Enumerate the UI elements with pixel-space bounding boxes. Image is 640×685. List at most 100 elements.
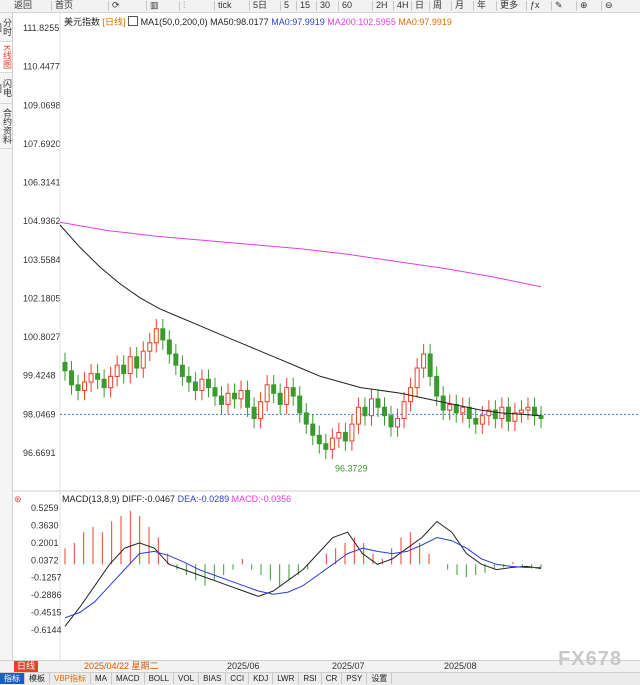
- candle-body: [440, 395, 446, 411]
- macd-tick-label: 0.0372: [31, 555, 59, 565]
- price-tick-label: 111.8255: [23, 23, 59, 33]
- price-tick-label: 99.4248: [23, 371, 56, 381]
- candle-body: [297, 395, 303, 414]
- candle-body: [466, 406, 472, 419]
- ma0-value-b: MA0:97.9919: [398, 17, 452, 27]
- candle-body: [212, 387, 218, 397]
- candle-icon[interactable]: ⫶: [183, 0, 186, 10]
- tab-cr[interactable]: CR: [322, 673, 343, 684]
- candle-body: [82, 381, 88, 391]
- month-label-jul: 2025/07: [332, 661, 365, 671]
- tab-template[interactable]: 模板: [25, 673, 50, 684]
- candle-body: [492, 409, 498, 419]
- tab-settings[interactable]: 设置: [367, 673, 393, 684]
- candle-body: [153, 328, 159, 344]
- ma50-line: [59, 224, 542, 417]
- ma1-label: MA1(50,0,200,0): [140, 17, 208, 27]
- sidebar-item-contract[interactable]: 合约资料: [0, 104, 12, 149]
- tab-macd[interactable]: MACD: [112, 673, 145, 684]
- formula-icon[interactable]: ƒx: [530, 0, 540, 10]
- toolbar-separator: [214, 1, 215, 11]
- period-week[interactable]: 周: [433, 0, 443, 10]
- tab-vbp[interactable]: VBP指标: [50, 673, 92, 684]
- candle-body: [160, 328, 166, 341]
- toolbar-separator: [338, 1, 339, 11]
- period-5[interactable]: 5: [284, 0, 290, 10]
- candle-body: [186, 375, 192, 383]
- candle-body: [232, 392, 238, 400]
- toolbar-separator: [429, 1, 430, 11]
- ma-settings-icon[interactable]: [128, 16, 139, 26]
- candle-body: [147, 342, 153, 352]
- candle-body: [518, 409, 524, 414]
- period-15[interactable]: 15: [300, 0, 311, 10]
- toolbar-separator: [179, 1, 180, 11]
- zoom-out-icon[interactable]: ⊖: [605, 0, 613, 10]
- sidebar-item-flash[interactable]: 闪电图: [0, 73, 12, 104]
- candle-body: [316, 434, 322, 445]
- sidebar-item-kline[interactable]: K线图: [0, 42, 12, 73]
- candle-body: [421, 353, 427, 369]
- symbol-name: 美元指数: [64, 17, 101, 27]
- candle-body: [101, 378, 107, 389]
- candle-body: [368, 398, 374, 417]
- home-button[interactable]: 首页: [55, 0, 74, 10]
- back-button[interactable]: 返回: [14, 0, 33, 10]
- candle-body: [355, 406, 361, 425]
- candle-body: [460, 406, 466, 414]
- tab-kdj[interactable]: KDJ: [249, 673, 274, 684]
- watermark-logo: FX678: [558, 648, 622, 670]
- more-button[interactable]: 更多: [500, 0, 519, 10]
- candle-body: [205, 378, 211, 389]
- period-60[interactable]: 60: [342, 0, 353, 10]
- zoom-in-icon[interactable]: ⊕: [580, 0, 588, 10]
- candlestick-chart[interactable]: 111.8255 110.4477 109.0698 107.6920 106.3141…: [13, 13, 640, 663]
- macd-settings-icon[interactable]: ⊛: [14, 494, 22, 504]
- candle-body: [349, 423, 355, 442]
- cursor-date: 2025/04/22 星期二: [84, 661, 159, 671]
- 5day-button[interactable]: 5日: [253, 0, 268, 10]
- candle-body: [447, 403, 453, 411]
- period-4h[interactable]: 4H: [397, 0, 409, 10]
- macd-diff: DIFF:-0.0467: [122, 494, 176, 504]
- period-2h[interactable]: 2H: [376, 0, 388, 10]
- month-label-jun: 2025/06: [227, 661, 260, 671]
- tab-vol[interactable]: VOL: [174, 673, 200, 684]
- candle-body: [75, 384, 81, 391]
- tab-bias[interactable]: BIAS: [199, 673, 227, 684]
- daily-tab[interactable]: 日线: [14, 661, 39, 672]
- candle-body: [134, 356, 140, 369]
- ma200-line: [59, 221, 542, 288]
- tick-button[interactable]: tick: [218, 0, 232, 10]
- indicator-icon[interactable]: ▥: [150, 0, 159, 10]
- candle-body: [375, 398, 381, 408]
- refresh-icon[interactable]: ⟳: [112, 0, 120, 10]
- tab-ma[interactable]: MA: [91, 673, 113, 684]
- price-tick-label: 103.5584: [23, 255, 61, 265]
- toolbar-separator: [249, 1, 250, 11]
- candle-body: [336, 432, 342, 439]
- toolbar-separator: [411, 1, 412, 11]
- tab-indicator[interactable]: 指标: [0, 673, 25, 684]
- period-year[interactable]: 年: [477, 0, 487, 10]
- time-axis: 日线 2025/04/22 星期二 2025/06 2025/07 2025/0…: [0, 660, 640, 673]
- toolbar-separator: [473, 1, 474, 11]
- tab-psy[interactable]: PSY: [342, 673, 368, 684]
- toolbar-separator: [280, 1, 281, 11]
- ma0-value-a: MA0:97.9919: [271, 17, 325, 27]
- draw-icon[interactable]: ✎: [555, 0, 563, 10]
- toolbar-separator: [576, 1, 577, 11]
- ma200-value: MA200:102.5955: [327, 17, 396, 27]
- tab-boll[interactable]: BOLL: [145, 673, 175, 684]
- toolbar-separator: [108, 1, 109, 11]
- candle-body: [127, 356, 133, 375]
- period-month[interactable]: 月: [455, 0, 465, 10]
- candle-body: [401, 401, 407, 419]
- sidebar-item-timeshare[interactable]: 分时图: [0, 13, 12, 42]
- period-day[interactable]: 日: [415, 0, 425, 10]
- tab-cci[interactable]: CCI: [226, 673, 250, 684]
- candle-body: [245, 389, 251, 408]
- tab-rsi[interactable]: RSI: [299, 673, 322, 684]
- tab-lwr[interactable]: LWR: [273, 673, 300, 684]
- period-30[interactable]: 30: [320, 0, 331, 10]
